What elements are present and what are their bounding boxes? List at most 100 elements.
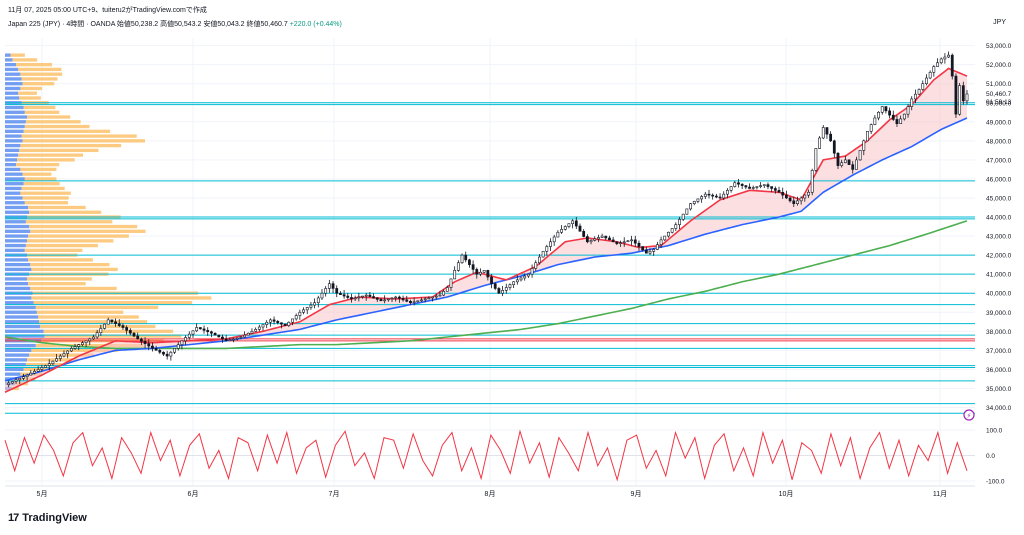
candle-body xyxy=(372,296,375,299)
alert-icon[interactable]: ⚡ xyxy=(963,409,975,421)
volume-profile-bar-blue xyxy=(5,124,25,129)
candle-body xyxy=(47,363,51,366)
candle-body xyxy=(339,292,342,295)
candle-body xyxy=(585,236,589,243)
candle-body xyxy=(733,182,737,187)
candle-body xyxy=(405,299,409,302)
candle-body xyxy=(184,337,188,342)
volume-profile-bar-orange xyxy=(12,58,38,62)
candle-body xyxy=(475,269,479,275)
candle-body xyxy=(261,324,265,328)
price-tick-label: 36,000.0 xyxy=(986,367,1012,374)
volume-profile-bar-blue xyxy=(5,334,45,338)
candle-body xyxy=(224,338,228,342)
volume-profile-bar-orange xyxy=(24,201,68,205)
volume-profile-bar-blue xyxy=(5,258,29,262)
candle-body xyxy=(770,186,774,189)
candle-body xyxy=(453,270,457,280)
candle-body xyxy=(512,281,516,285)
candle-body xyxy=(69,348,73,352)
volume-profile-bar-blue xyxy=(5,172,23,176)
volume-profile-bar-blue xyxy=(5,72,21,76)
candle-body xyxy=(947,54,950,58)
horizontal-levels xyxy=(5,102,975,414)
candle-body xyxy=(644,249,648,254)
candle-body xyxy=(659,239,663,245)
volume-profile-bar-blue xyxy=(5,286,31,291)
candle-body xyxy=(486,270,490,278)
volume-profile-bar-orange xyxy=(31,267,118,272)
symbol-legend: Japan 225 (JPY) · 4時間 · OANDA 始値50,238.2… xyxy=(8,19,342,29)
volume-profile-bar-orange xyxy=(23,182,60,186)
candle-body xyxy=(479,271,482,275)
volume-profile-bar-blue xyxy=(5,267,32,272)
volume-profile-bar-orange xyxy=(17,158,75,162)
price-tick-label: 45,000.0 xyxy=(986,195,1012,202)
candle-body xyxy=(460,254,464,264)
volume-profile-bar-orange xyxy=(27,115,71,119)
candle-body xyxy=(545,246,549,252)
candle-body xyxy=(268,319,272,323)
candle-body xyxy=(125,327,129,331)
candle-body xyxy=(77,344,81,347)
candle-body xyxy=(689,203,692,210)
time-tick-label: 9月 xyxy=(631,490,642,498)
candle-body xyxy=(707,193,711,196)
candle-body xyxy=(18,377,22,381)
candle-body xyxy=(202,328,206,331)
grid-layer xyxy=(5,38,975,486)
candle-body xyxy=(235,337,239,340)
volume-profile-bar-blue xyxy=(5,201,25,205)
candle-body xyxy=(151,345,154,349)
volume-profile-bar-blue xyxy=(5,310,37,314)
candle-body xyxy=(843,159,847,164)
volume-profile-bar-blue xyxy=(5,324,41,329)
volume-profile-bar-orange xyxy=(21,77,58,81)
candle-body xyxy=(154,348,158,351)
candle-body xyxy=(700,196,704,200)
volume-profile-bar-orange xyxy=(27,358,78,362)
tradingview-brand[interactable]: 17 TradingView xyxy=(8,512,87,524)
volume-profile-bar-blue xyxy=(5,186,22,191)
time-tick-label: 7月 xyxy=(329,490,340,498)
candle-body xyxy=(541,251,545,258)
candle-body xyxy=(445,287,449,292)
volume-profile-bar-orange xyxy=(10,53,25,57)
candle-body xyxy=(88,338,92,342)
price-series xyxy=(7,51,969,388)
volume-profile-bar-blue xyxy=(5,86,21,91)
volume-profile-bar-blue xyxy=(5,367,24,372)
candle-body xyxy=(272,319,276,322)
stochastic-line xyxy=(4,429,968,482)
candle-body xyxy=(257,326,261,330)
candle-body xyxy=(346,295,350,298)
candle-body xyxy=(206,330,210,333)
candle-body xyxy=(880,106,884,113)
candle-body xyxy=(611,239,615,243)
candle-body xyxy=(427,297,431,300)
volume-profile-bar-orange xyxy=(25,220,113,224)
candle-body xyxy=(173,348,176,353)
volume-profile-bar-blue xyxy=(5,167,21,172)
candle-body xyxy=(810,170,814,193)
candle-body xyxy=(726,190,729,195)
moving-averages xyxy=(4,67,968,393)
candle-body xyxy=(158,350,162,353)
candle-body xyxy=(818,137,821,149)
candle-body xyxy=(722,193,726,199)
candle-body xyxy=(582,231,586,237)
candle-body xyxy=(913,93,917,100)
candle-body xyxy=(958,85,962,115)
candle-body xyxy=(552,236,556,243)
volume-profile-bar-orange xyxy=(39,320,148,324)
candle-body xyxy=(825,127,829,135)
candle-body xyxy=(139,338,143,342)
candle-body xyxy=(14,379,18,382)
time-tick-label: 11月 xyxy=(933,490,947,498)
volume-profile-bar-orange xyxy=(20,191,71,195)
candle-body xyxy=(748,186,751,189)
candle-body xyxy=(221,336,224,340)
volume-profile-bar-blue xyxy=(5,143,21,148)
candle-body xyxy=(51,360,55,364)
